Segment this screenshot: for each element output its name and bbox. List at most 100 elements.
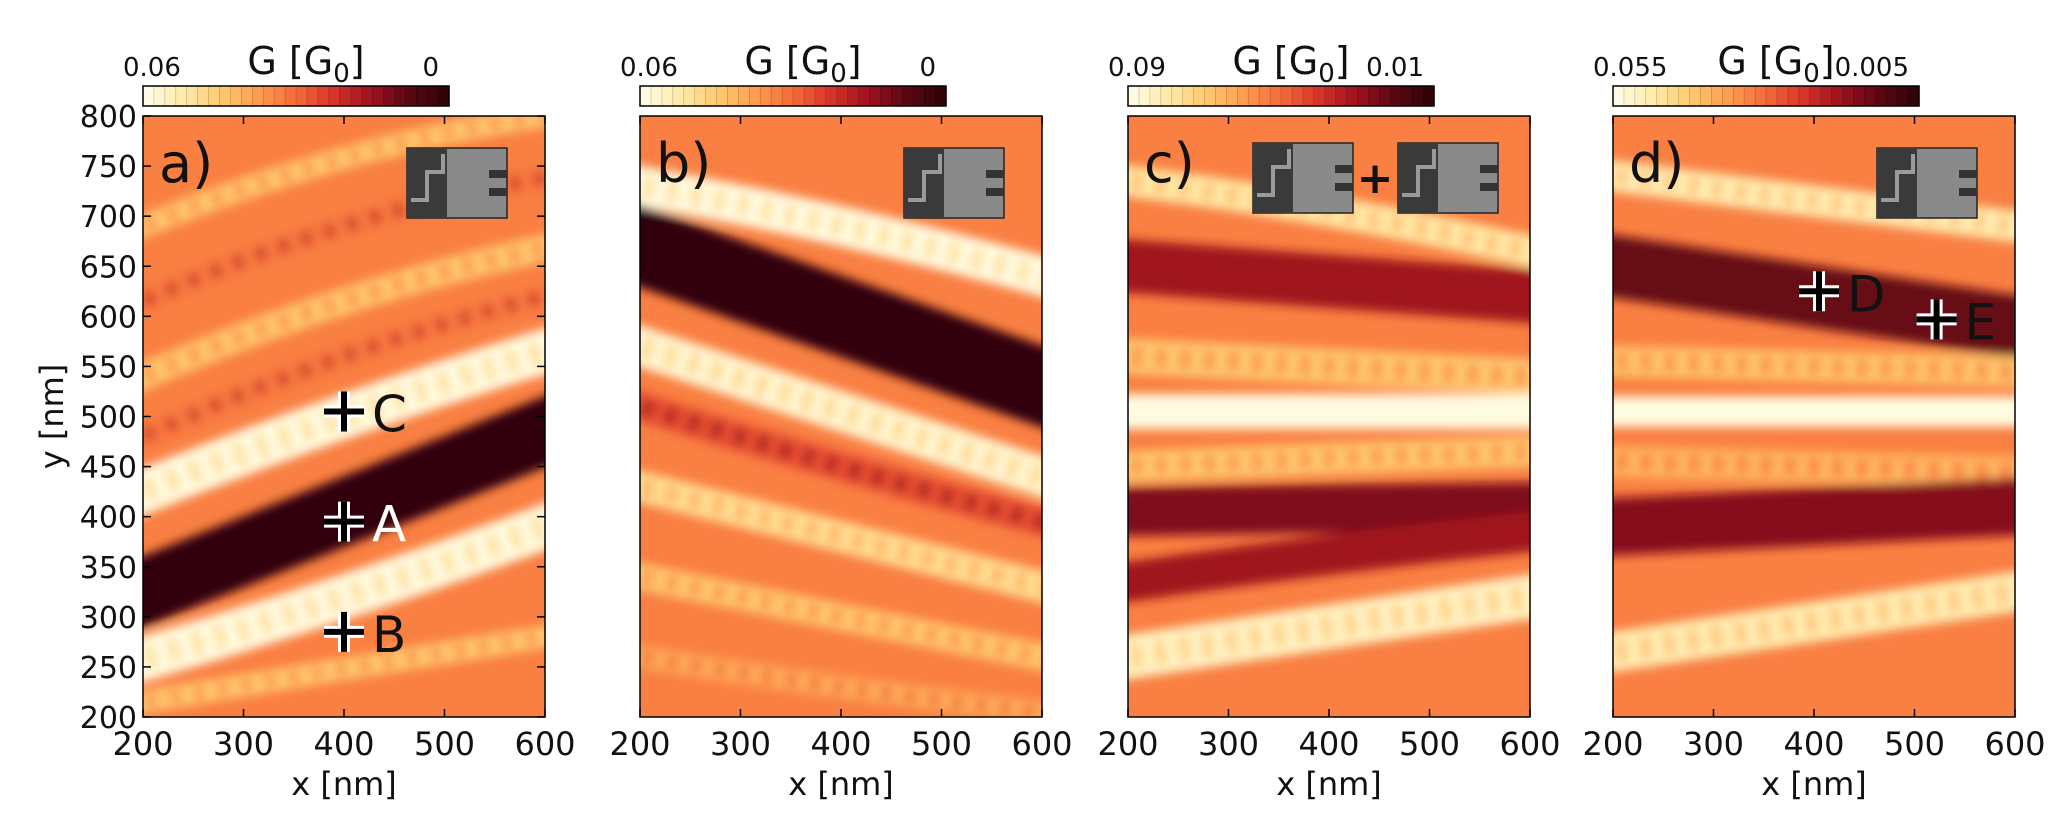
inset-contact-top [986, 170, 1004, 178]
x-tick-label: 200 [609, 725, 670, 763]
colorbar-segment [1645, 85, 1658, 107]
colorbar-segment [1853, 85, 1866, 107]
colorbar-segment [1247, 85, 1260, 107]
y-tick-label: 450 [80, 451, 137, 486]
colorbar-segment [880, 85, 893, 107]
colorbar-segment [339, 85, 352, 107]
inset-channel [1257, 149, 1291, 197]
x-tick-label: 400 [810, 725, 871, 763]
heatmap-band [143, 234, 545, 391]
panel-label: b) [656, 132, 711, 195]
colorbar-frame [1127, 85, 1435, 107]
colorbar-max-label: 0 [919, 53, 936, 83]
heatmap-band-ripple [1128, 584, 1530, 670]
colorbar-segment [1721, 85, 1735, 107]
colorbar-segment [748, 85, 762, 107]
colorbar-title: G [G0] [744, 39, 861, 89]
x-tick-label: 200 [112, 725, 173, 763]
colorbar-segment [1907, 85, 1920, 107]
colorbar-segment [350, 85, 363, 107]
marker-cross [1799, 271, 1840, 312]
marker-D: D [1799, 265, 1886, 323]
marker-B: B [324, 606, 406, 664]
colorbar-segment [1149, 85, 1162, 107]
heatmap-band [143, 283, 545, 450]
y-tick-label: 400 [80, 501, 137, 536]
x-tick-label: 500 [1884, 725, 1945, 763]
colorbar-segment [361, 85, 374, 107]
colorbar-segment [694, 85, 707, 107]
colorbar-segment [847, 85, 860, 107]
colorbar-segment [814, 85, 827, 107]
heatmap-band [640, 391, 1042, 537]
colorbar-segment [383, 85, 396, 107]
colorbar-segment [273, 85, 286, 107]
marker-C: C [324, 385, 407, 443]
heatmap-band-ripple [640, 175, 1042, 288]
colorbar-segment [891, 85, 904, 107]
marker-label-A: A [372, 496, 406, 554]
colorbar-segment [1678, 85, 1691, 107]
y-axis: 200 250 300 350 400 450 500 550 600 650 700 750 800 y… [33, 100, 545, 736]
colorbar-segment [912, 85, 925, 107]
colorbar-segment [1776, 85, 1789, 107]
colorbar-segment [1700, 85, 1713, 107]
heatmap-band [143, 116, 545, 239]
colorbar-segment [241, 85, 254, 107]
colorbar-segment [1864, 85, 1877, 107]
colorbar-segment [1896, 85, 1909, 107]
heatmap-band-ripple [640, 477, 1042, 596]
colorbar-segment [1357, 85, 1370, 107]
colorbar: 0.06 0 G [G0] [620, 39, 947, 107]
colorbar-segment [705, 85, 718, 107]
x-tick-label: 200 [1582, 725, 1643, 763]
colorbar-segment [1743, 85, 1756, 107]
device-inset-icon [1252, 142, 1354, 214]
colorbar-segment [672, 85, 685, 107]
colorbar-segment [759, 85, 772, 107]
colorbar-segment [1400, 85, 1413, 107]
heatmap-bands [1128, 165, 1530, 680]
y-tick-label: 700 [80, 200, 137, 235]
marker-A: A [324, 496, 406, 554]
inset-contact-bottom [489, 188, 507, 196]
inset-contact-top [1480, 165, 1498, 173]
panel-b: 0.06 0 G [G0] b) 200 300 400 500 600 x [nm] [609, 39, 1072, 803]
device-inset-icon [406, 147, 508, 219]
inset-contact-bottom [1480, 183, 1498, 191]
y-tick-label: 300 [80, 601, 137, 636]
colorbar-segment [1422, 85, 1435, 107]
colorbar-segment [1324, 85, 1337, 107]
colorbar-segment [394, 85, 407, 107]
heatmap-band-ripple [1613, 167, 2015, 235]
x-tick-label: 300 [1198, 725, 1259, 763]
colorbar-segment [142, 85, 155, 107]
colorbar-segment [1623, 85, 1636, 107]
colorbar-segment [262, 85, 275, 107]
inset-contact-top [1335, 165, 1353, 173]
heatmap-band-ripple [640, 569, 1042, 665]
colorbar-segment [306, 85, 319, 107]
heatmap-bands [143, 116, 545, 714]
inset-contact-bottom [986, 188, 1004, 196]
colorbar-frame [142, 85, 450, 107]
colorbar-segment [650, 85, 663, 107]
x-axis: 200 300 400 500 600 x [nm] [1097, 116, 1561, 803]
heatmap-band-ripple [1128, 346, 1530, 387]
colorbar-segment [770, 85, 783, 107]
colorbar-segment [1302, 85, 1315, 107]
y-tick-label: 200 [80, 701, 137, 736]
heatmap-band-ripple [143, 411, 545, 612]
panel-label: a) [159, 132, 213, 195]
colorbar-frame [1612, 85, 1920, 107]
colorbar-segment [803, 85, 816, 107]
marker-label-D: D [1847, 265, 1886, 323]
marker-label-E: E [1965, 293, 1997, 351]
x-tick-label: 500 [414, 725, 475, 763]
colorbar-segment [415, 85, 428, 107]
colorbar-segment [1226, 85, 1239, 107]
colorbar-max-label: 0.01 [1366, 53, 1424, 83]
colorbar-segment [1368, 85, 1381, 107]
colorbar-segment [1754, 85, 1767, 107]
